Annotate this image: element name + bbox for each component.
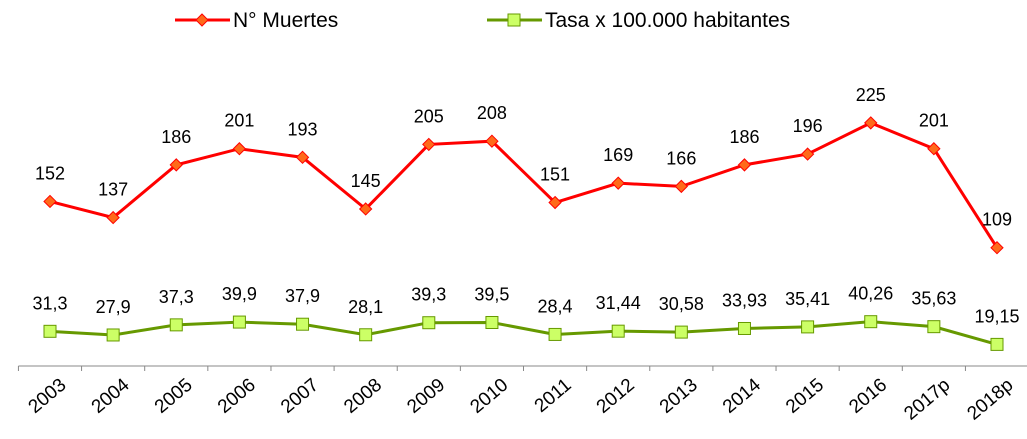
data-label: 151 bbox=[540, 165, 570, 185]
marker bbox=[359, 328, 373, 342]
marker bbox=[106, 210, 120, 225]
data-label: 35,41 bbox=[785, 289, 830, 309]
marker bbox=[169, 158, 183, 172]
x-tick-label: 2006 bbox=[214, 375, 260, 418]
x-tick-label: 2008 bbox=[340, 375, 386, 418]
x-tick-label: 2003 bbox=[25, 375, 71, 418]
marker bbox=[737, 321, 751, 335]
data-label: 186 bbox=[729, 127, 759, 147]
x-tick-label: 2013 bbox=[656, 375, 702, 418]
data-label: 31,3 bbox=[32, 293, 67, 313]
data-label: 201 bbox=[224, 111, 254, 131]
data-label: 27,9 bbox=[96, 297, 131, 317]
data-label: 28,1 bbox=[348, 297, 383, 317]
x-tick-label: 2012 bbox=[593, 375, 639, 418]
marker bbox=[611, 324, 625, 338]
marker bbox=[990, 241, 1004, 255]
data-label: 30,58 bbox=[659, 294, 704, 314]
marker bbox=[422, 316, 436, 330]
data-label: 208 bbox=[477, 103, 507, 123]
data-label: 225 bbox=[856, 85, 886, 105]
marker bbox=[358, 202, 373, 216]
marker bbox=[43, 194, 57, 209]
data-label: 39,5 bbox=[474, 284, 509, 304]
marker bbox=[548, 327, 562, 341]
marker bbox=[674, 325, 688, 339]
marker bbox=[169, 318, 183, 332]
marker bbox=[422, 137, 436, 152]
data-label: 152 bbox=[35, 163, 65, 183]
data-label: 28,4 bbox=[538, 296, 573, 316]
legend-marker bbox=[507, 13, 521, 27]
data-label: 35,63 bbox=[911, 289, 956, 309]
data-label: 193 bbox=[288, 119, 318, 139]
data-label: 205 bbox=[414, 106, 444, 126]
marker bbox=[485, 315, 499, 329]
x-tick-label: 2010 bbox=[466, 375, 512, 418]
data-label: 196 bbox=[793, 116, 823, 136]
legend-marker bbox=[195, 13, 209, 27]
data-label: 166 bbox=[666, 148, 696, 168]
marker bbox=[232, 315, 246, 329]
x-tick-label: 2016 bbox=[845, 375, 891, 418]
marker bbox=[232, 142, 247, 156]
data-label: 201 bbox=[919, 111, 949, 131]
line bbox=[49, 320, 998, 346]
x-tick-label: 2017p bbox=[900, 375, 954, 425]
marker bbox=[737, 158, 752, 172]
marker bbox=[864, 315, 878, 329]
data-label: 137 bbox=[98, 180, 128, 200]
x-tick-label: 2009 bbox=[403, 375, 449, 418]
data-label: 37,3 bbox=[159, 287, 194, 307]
data-label: 169 bbox=[603, 145, 633, 165]
data-label: 31,44 bbox=[596, 293, 641, 313]
legend-label: N° Muertes bbox=[233, 9, 338, 32]
legend-label: Tasa x 100.000 habitantes bbox=[545, 9, 790, 32]
data-label: 39,3 bbox=[411, 285, 446, 305]
x-tick-label: 2007 bbox=[277, 375, 323, 418]
marker bbox=[800, 147, 815, 161]
marker bbox=[296, 317, 310, 331]
data-label: 186 bbox=[161, 127, 191, 147]
marker bbox=[674, 179, 689, 194]
marker bbox=[864, 116, 878, 130]
data-label: 39,9 bbox=[222, 284, 257, 304]
marker bbox=[106, 328, 120, 342]
x-tick-label: 2014 bbox=[719, 374, 765, 418]
marker bbox=[990, 337, 1004, 351]
marker bbox=[295, 150, 310, 165]
x-tick-label: 2005 bbox=[151, 375, 197, 418]
x-tick-label: 2015 bbox=[782, 375, 828, 418]
marker bbox=[611, 176, 625, 190]
x-tick-label: 2011 bbox=[531, 375, 576, 417]
data-label: 109 bbox=[982, 210, 1012, 230]
data-label: 19,15 bbox=[974, 306, 1019, 326]
data-label: 33,93 bbox=[722, 290, 767, 310]
marker bbox=[548, 195, 562, 210]
marker bbox=[927, 142, 941, 156]
data-label: 40,26 bbox=[848, 284, 893, 304]
marker bbox=[801, 320, 815, 334]
marker bbox=[927, 320, 941, 334]
marker bbox=[43, 324, 57, 338]
marker bbox=[485, 134, 499, 148]
data-label: 37,9 bbox=[285, 286, 320, 306]
x-tick-label: 2018p bbox=[963, 375, 1017, 425]
line bbox=[49, 121, 999, 249]
data-label: 145 bbox=[351, 171, 381, 191]
x-tick-label: 2004 bbox=[88, 374, 134, 418]
